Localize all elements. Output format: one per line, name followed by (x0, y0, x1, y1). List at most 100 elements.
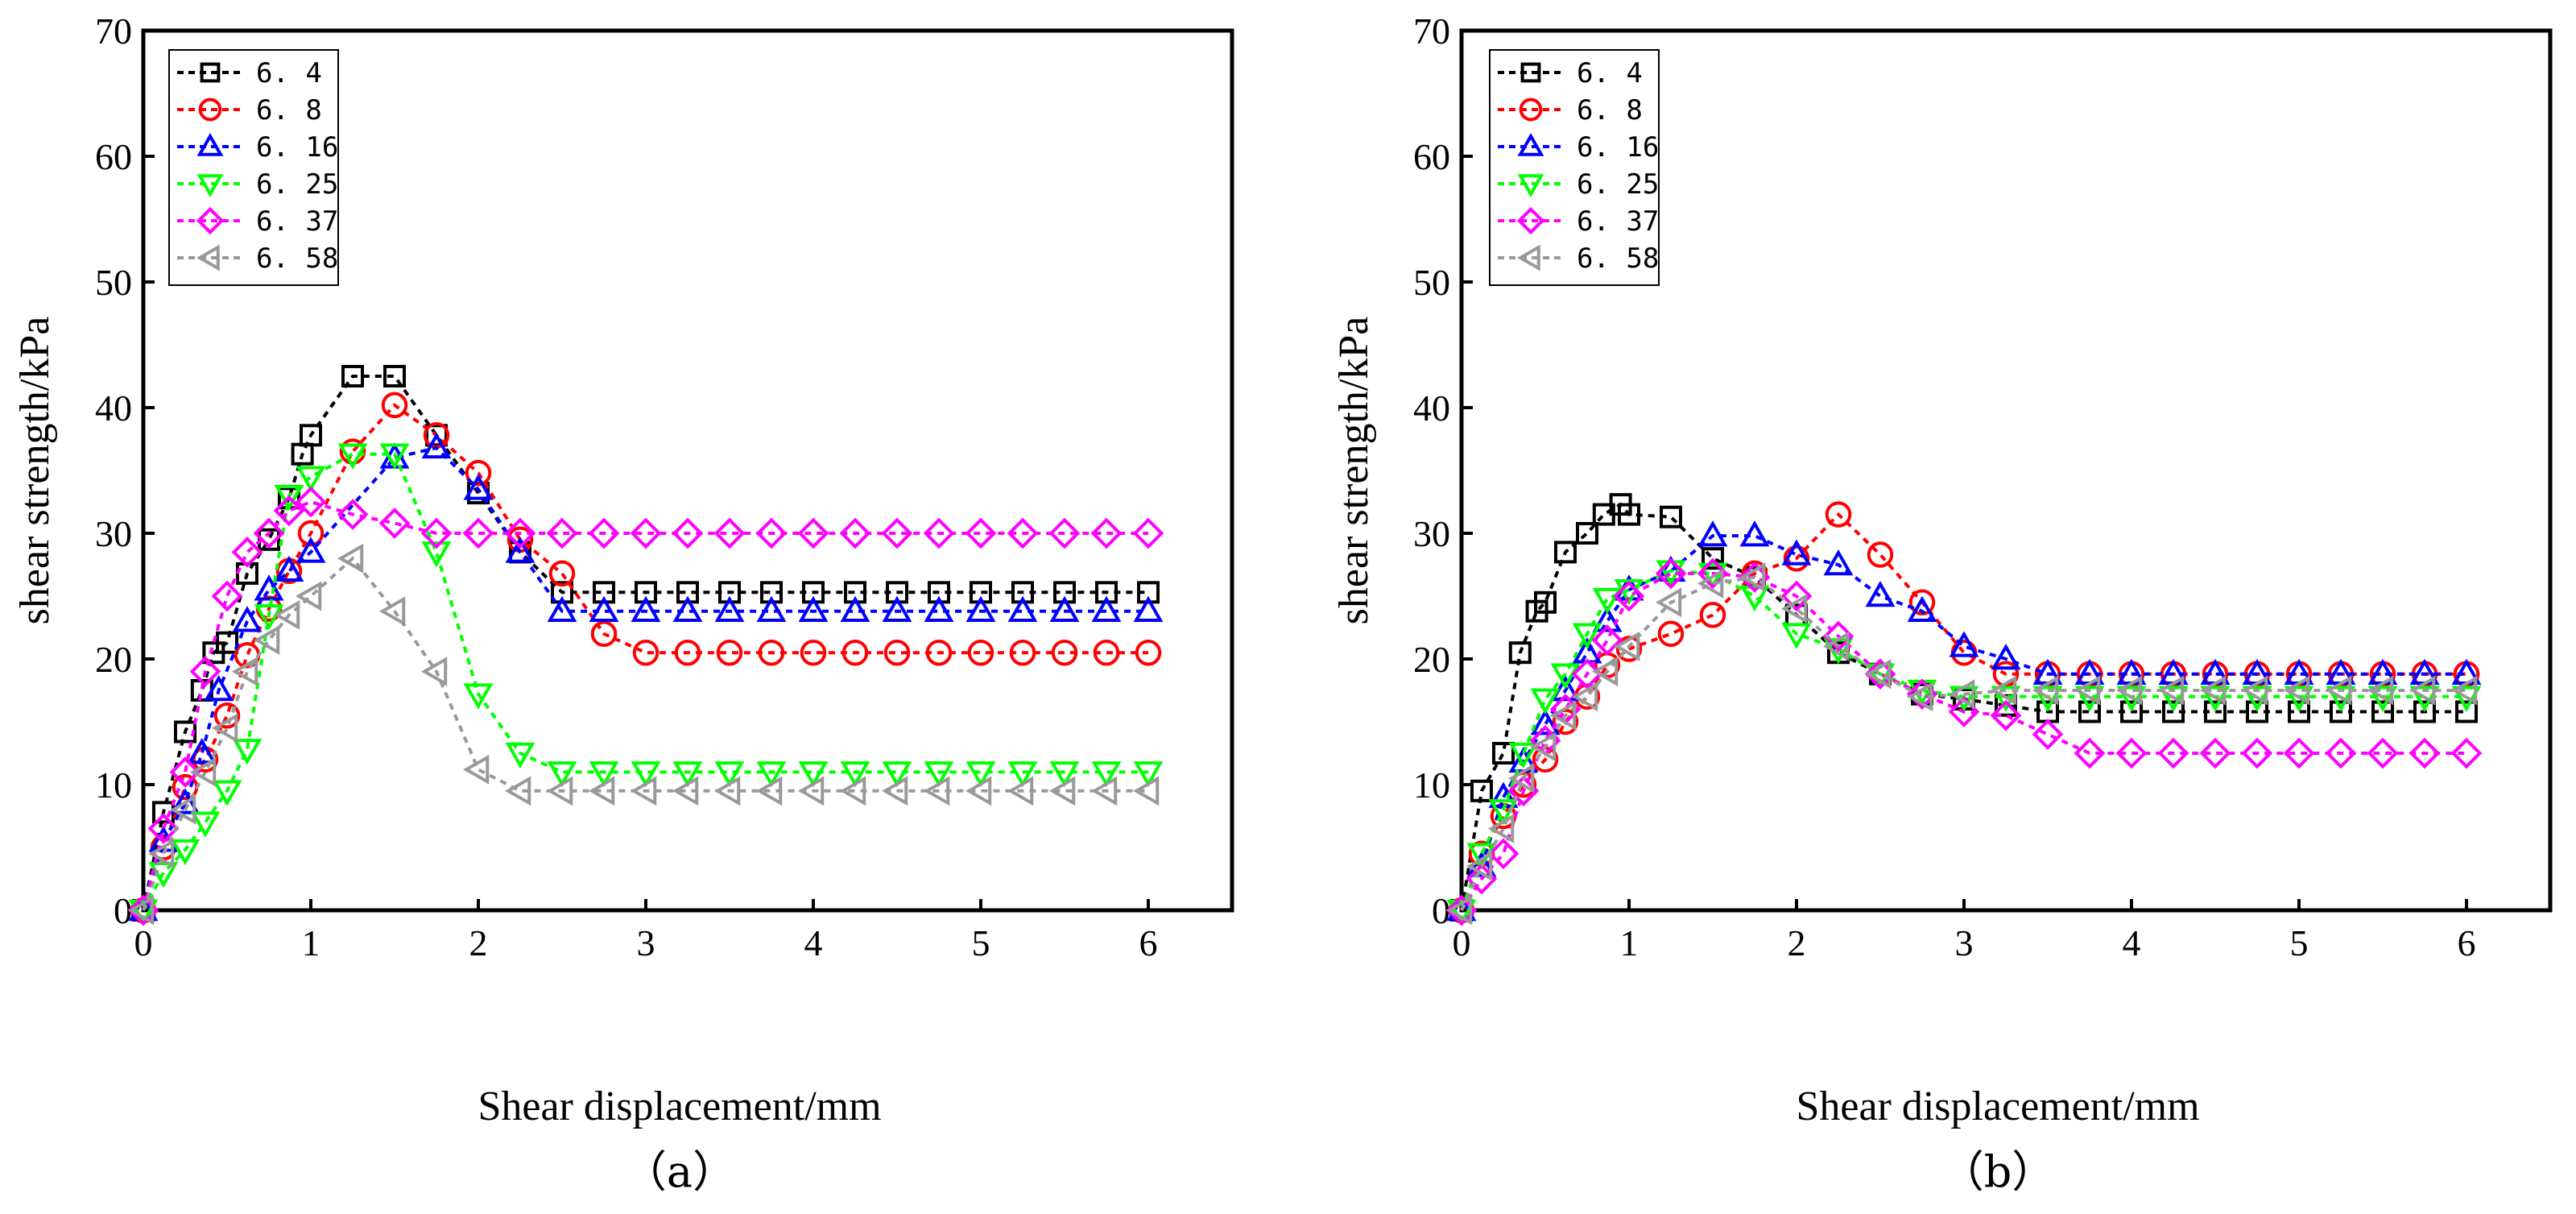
y-tick-label: 30 (95, 513, 132, 554)
legend-item: 6. 16 (1498, 131, 1659, 164)
data-point (463, 683, 494, 710)
series-line (142, 445, 1148, 911)
data-point (1093, 639, 1120, 666)
data-point (589, 761, 619, 788)
data-point (840, 595, 870, 622)
data-point (2078, 700, 2101, 723)
data-point (881, 517, 913, 549)
x-tick-label: 2 (1788, 922, 1806, 963)
data-point (755, 517, 788, 549)
data-point (253, 517, 285, 549)
data-point (1592, 606, 1623, 632)
data-point (1530, 688, 1561, 715)
data-point (1907, 595, 1937, 622)
y-axis-label: shear strength/kPa (1331, 317, 1377, 625)
data-point (924, 595, 954, 622)
data-point (147, 813, 180, 844)
data-point (882, 595, 912, 622)
y-tick-label: 40 (95, 387, 132, 429)
data-point (273, 495, 305, 527)
x-tick-label: 3 (1955, 922, 1974, 963)
data-point (2288, 700, 2310, 723)
legend-label: 6. 37 (1577, 205, 1659, 238)
data-point (337, 443, 368, 470)
plot-frame (1459, 28, 2553, 913)
data-point (1135, 639, 1162, 666)
data-point (295, 581, 322, 611)
data-point (716, 639, 743, 666)
data-point (295, 486, 327, 518)
data-point (2413, 700, 2436, 723)
data-point (378, 508, 411, 539)
data-point (841, 639, 869, 666)
legend-marker (1516, 244, 1540, 271)
data-point (213, 702, 241, 729)
x-tick-label: 4 (2123, 922, 2141, 963)
data-point (2115, 675, 2143, 706)
data-point (378, 596, 406, 627)
data-point (231, 657, 258, 687)
data-point (797, 776, 825, 806)
data-point (1618, 503, 1640, 526)
legend-item: 6. 37 (1498, 205, 1659, 238)
y-tick-label: 0 (1432, 890, 1450, 931)
data-point (674, 639, 701, 666)
data-point (2409, 737, 2441, 769)
series-line (1460, 575, 2466, 911)
x-tick-label: 2 (469, 922, 488, 963)
x-tick-label: 6 (1139, 922, 1158, 963)
data-point (1949, 631, 1979, 657)
data-point (547, 761, 577, 788)
x-tick-label: 5 (2290, 922, 2309, 963)
data-point (296, 537, 326, 563)
panel-label: （a） (623, 1146, 736, 1197)
data-point (967, 639, 994, 666)
data-point (1091, 595, 1122, 622)
data-point (758, 639, 785, 666)
data-point (1613, 580, 1645, 612)
data-point (128, 899, 159, 926)
data-point (2074, 686, 2105, 712)
legend-label: 6. 8 (1577, 94, 1643, 126)
data-point (2242, 686, 2272, 712)
legend-box (168, 49, 339, 286)
legend-label: 6. 25 (256, 168, 338, 201)
data-point (1906, 682, 1933, 712)
y-tick-label: 30 (1413, 513, 1450, 554)
data-point (1550, 663, 1581, 690)
x-axis-label: Shear displacement/mm (1796, 1083, 2199, 1129)
data-point (505, 537, 535, 563)
y-tick-label: 70 (95, 10, 132, 52)
data-point (337, 499, 369, 530)
data-point (170, 839, 201, 866)
x-tick-label: 5 (972, 922, 990, 963)
data-point (1655, 587, 1682, 618)
data-point (1048, 776, 1076, 806)
data-point (840, 761, 870, 788)
data-point (1508, 742, 1539, 769)
data-point (1780, 580, 1813, 612)
legend-item: 6. 58 (177, 242, 338, 275)
data-point (296, 466, 326, 492)
chart-panel-b: 0 10 20 30 40 50 60 70 0 1 2 3 4 5 6 shear strength/kPa… (1331, 10, 2553, 1197)
series-6-8 (130, 392, 1162, 924)
data-point (1780, 594, 1808, 624)
data-point (1090, 776, 1118, 806)
data-point (421, 541, 452, 568)
data-point (420, 517, 453, 549)
data-point (462, 517, 494, 549)
data-point (1508, 641, 1532, 665)
x-tick-label: 1 (302, 922, 320, 963)
data-point (1007, 595, 1038, 622)
data-point (1549, 700, 1577, 731)
y-tick-label: 0 (114, 890, 132, 931)
series-6-37 (127, 486, 1164, 926)
data-point (1492, 742, 1515, 764)
series-6-58 (127, 543, 1160, 926)
legend-item: 6. 58 (1498, 242, 1659, 275)
data-point (965, 517, 997, 549)
data-point (1825, 501, 1852, 528)
data-point (1990, 675, 2017, 706)
data-point (1655, 557, 1687, 590)
data-point (2157, 675, 2185, 706)
